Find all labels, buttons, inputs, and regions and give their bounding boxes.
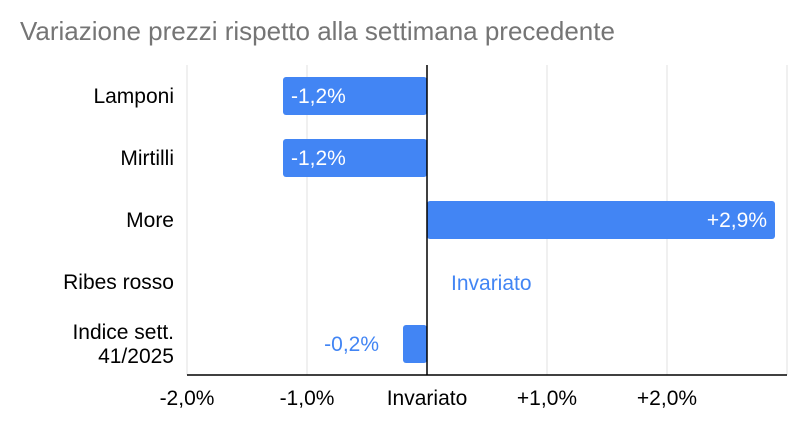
bar — [427, 201, 775, 239]
category-label: Mirtilli — [120, 147, 174, 170]
axes — [187, 65, 787, 376]
x-tick-label: +2,0% — [637, 387, 697, 410]
x-tick-label: -2,0% — [160, 387, 215, 410]
data-label: Invariato — [451, 272, 532, 295]
bar — [283, 139, 427, 177]
x-tick-label: +1,0% — [517, 387, 577, 410]
category-label: Lamponi — [93, 85, 174, 108]
category-label: Indice sett. 41/2025 — [72, 321, 174, 368]
data-label: +2,9% — [707, 209, 767, 232]
category-label: Ribes rosso — [63, 271, 174, 294]
data-label: -1,2% — [291, 147, 346, 170]
bar — [403, 325, 427, 363]
x-tick-label: -1,0% — [280, 387, 335, 410]
labels: -2,0% -1,0% Invariato +1,0% +2,0% Lamponi -1,2… — [63, 85, 767, 410]
data-label: -1,2% — [291, 85, 346, 108]
x-tick-label: Invariato — [387, 387, 468, 410]
bar — [283, 77, 427, 115]
data-label: -0,2% — [324, 333, 379, 356]
bars — [283, 77, 775, 363]
category-label: More — [126, 209, 174, 232]
chart-title: Variazione prezzi rispetto alla settiman… — [20, 16, 615, 46]
